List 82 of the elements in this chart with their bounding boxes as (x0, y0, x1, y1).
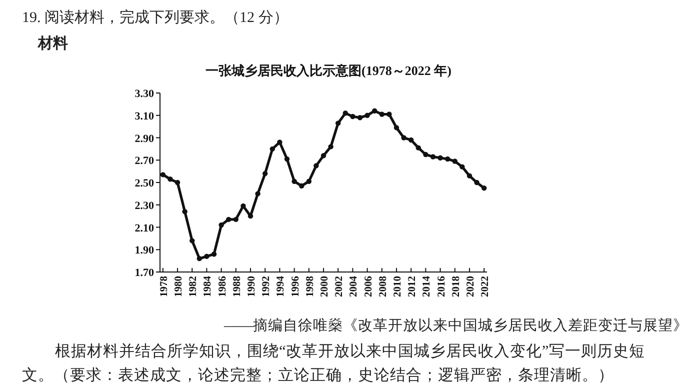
point (196, 256, 202, 262)
point (211, 252, 217, 257)
x-tick-label: 1982 (188, 276, 200, 297)
point (292, 178, 297, 184)
point (255, 191, 260, 196)
x-tick-label: 2002 (334, 276, 346, 297)
point (299, 183, 304, 188)
x-tick-label: 1978 (158, 276, 170, 297)
point (174, 180, 180, 186)
point (438, 155, 443, 160)
y-tick-label: 2.30 (134, 200, 154, 212)
point (306, 178, 312, 184)
text: 19. 阅读材料，完成下列要求。（12 分） (22, 9, 288, 26)
x-tick-label: 1988 (232, 276, 243, 297)
point (460, 164, 465, 170)
y-tick-label: 3.30 (134, 88, 154, 100)
point (452, 158, 458, 164)
x-tick-label: 2004 (348, 275, 360, 297)
y-tick-label: 1.90 (134, 244, 154, 257)
point (430, 154, 436, 160)
point (342, 110, 348, 116)
point (160, 172, 166, 178)
text: 文。（要求：表述成文，论述完整；立论正确，史论结合；逻辑严密，条理清晰。） (22, 366, 614, 384)
point (262, 170, 268, 176)
point (379, 112, 384, 117)
point (481, 185, 487, 191)
point (233, 216, 239, 222)
x-tick-label: 1994 (276, 275, 287, 297)
x-tick-label: 2022 (480, 276, 492, 297)
text: 根据材料并结合所学知识，围绕“改革开放以来中国城乡居民收入变化”写一则历史短 (55, 342, 645, 360)
point (328, 144, 334, 150)
x-tick-label: 2020 (465, 276, 476, 297)
x-tick-label: 2018 (450, 276, 462, 297)
x-tick-label: 1996 (290, 276, 302, 297)
point (284, 156, 290, 162)
chart-title: 一张城乡居民收入比示意图(1978～2022 年) (206, 63, 452, 78)
x-tick-label: 1990 (246, 276, 258, 297)
y-tick-label: 1.70 (134, 267, 154, 279)
point (182, 208, 188, 214)
x-tick-label: 1984 (202, 275, 214, 297)
point (474, 180, 480, 186)
point (204, 254, 210, 259)
point (277, 140, 282, 145)
point (270, 146, 276, 152)
point (320, 153, 326, 158)
point (386, 112, 392, 117)
point (357, 115, 363, 120)
y-tick-label: 2.90 (134, 132, 154, 145)
x-tick-label: 2008 (378, 276, 389, 297)
x-tick-label: 1986 (217, 276, 228, 297)
point (394, 125, 400, 130)
point (423, 152, 428, 158)
point (218, 222, 224, 228)
y-tick-label: 3.10 (134, 110, 154, 122)
point (401, 135, 406, 140)
x-tick-label: 2010 (392, 276, 404, 297)
point (350, 114, 356, 120)
y-tick-label: 2.50 (134, 178, 154, 190)
point (336, 120, 341, 126)
point (364, 112, 370, 118)
point (190, 238, 195, 244)
point (444, 156, 450, 162)
x-tick-label: 1980 (174, 276, 185, 297)
x-tick-label: 2012 (407, 276, 418, 297)
y-tick-label: 2.70 (134, 155, 154, 168)
point (416, 145, 421, 150)
y-tick-label: 2.10 (134, 222, 154, 234)
point (466, 173, 472, 178)
x-tick-label: 2014 (422, 275, 433, 297)
point (314, 163, 319, 168)
text: 材料 (37, 35, 68, 52)
point (408, 137, 414, 143)
text: ——摘编自徐唯燊《改革开放以来中国城乡居民收入差距变迁与展望》 (223, 317, 688, 334)
point (226, 216, 232, 222)
x-tick-label: 1992 (261, 276, 272, 297)
x-tick-label: 2006 (363, 276, 374, 297)
x-tick-label: 2000 (320, 276, 330, 297)
x-tick-label: 2016 (436, 276, 448, 297)
point (372, 108, 378, 114)
x-tick-label: 1998 (304, 276, 316, 297)
point (168, 176, 173, 182)
point (240, 203, 246, 209)
